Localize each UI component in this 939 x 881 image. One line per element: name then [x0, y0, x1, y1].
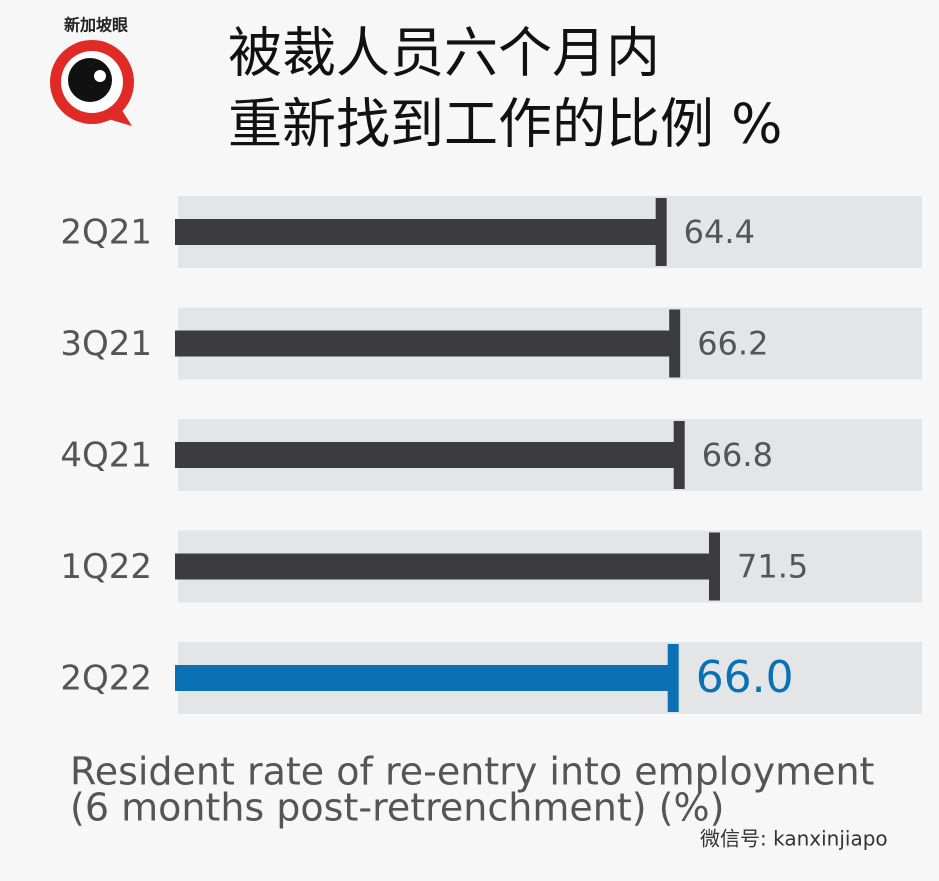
value-label: 66.0 [696, 652, 794, 703]
category-label: 2Q22 [60, 659, 152, 699]
bar [175, 330, 676, 357]
bar-end-cap [709, 532, 720, 601]
category-label: 3Q21 [60, 324, 152, 364]
caption: (6 months post-retrenchment) (%) [70, 786, 724, 830]
logo: 新加坡眼 [50, 16, 134, 126]
bar [175, 553, 715, 580]
watermark: 微信号: kanxinjiapo [700, 827, 888, 851]
bar-end-cap [673, 421, 685, 489]
chart-title: 被裁人员六个月内 [228, 22, 660, 85]
bar [175, 665, 674, 691]
category-label: 2Q21 [60, 213, 152, 253]
chart-title: 重新找到工作的比例 % [228, 93, 782, 156]
value-label: 71.5 [737, 548, 808, 586]
value-label: 66.8 [702, 436, 773, 474]
bar-end-cap [667, 644, 679, 712]
logo-eye [68, 58, 112, 102]
value-label: 66.2 [697, 325, 768, 363]
bar-end-cap [669, 309, 681, 378]
value-label: 64.4 [684, 213, 755, 251]
bar [175, 219, 662, 245]
logo-tail [105, 104, 132, 126]
logo-text: 新加坡眼 [64, 16, 128, 35]
bar [175, 442, 680, 468]
logo-glint [94, 70, 106, 82]
category-label: 4Q21 [60, 436, 152, 476]
caption: Resident rate of re-entry into employmen… [70, 750, 874, 794]
bar-end-cap [655, 198, 667, 266]
category-label: 1Q22 [60, 547, 152, 587]
